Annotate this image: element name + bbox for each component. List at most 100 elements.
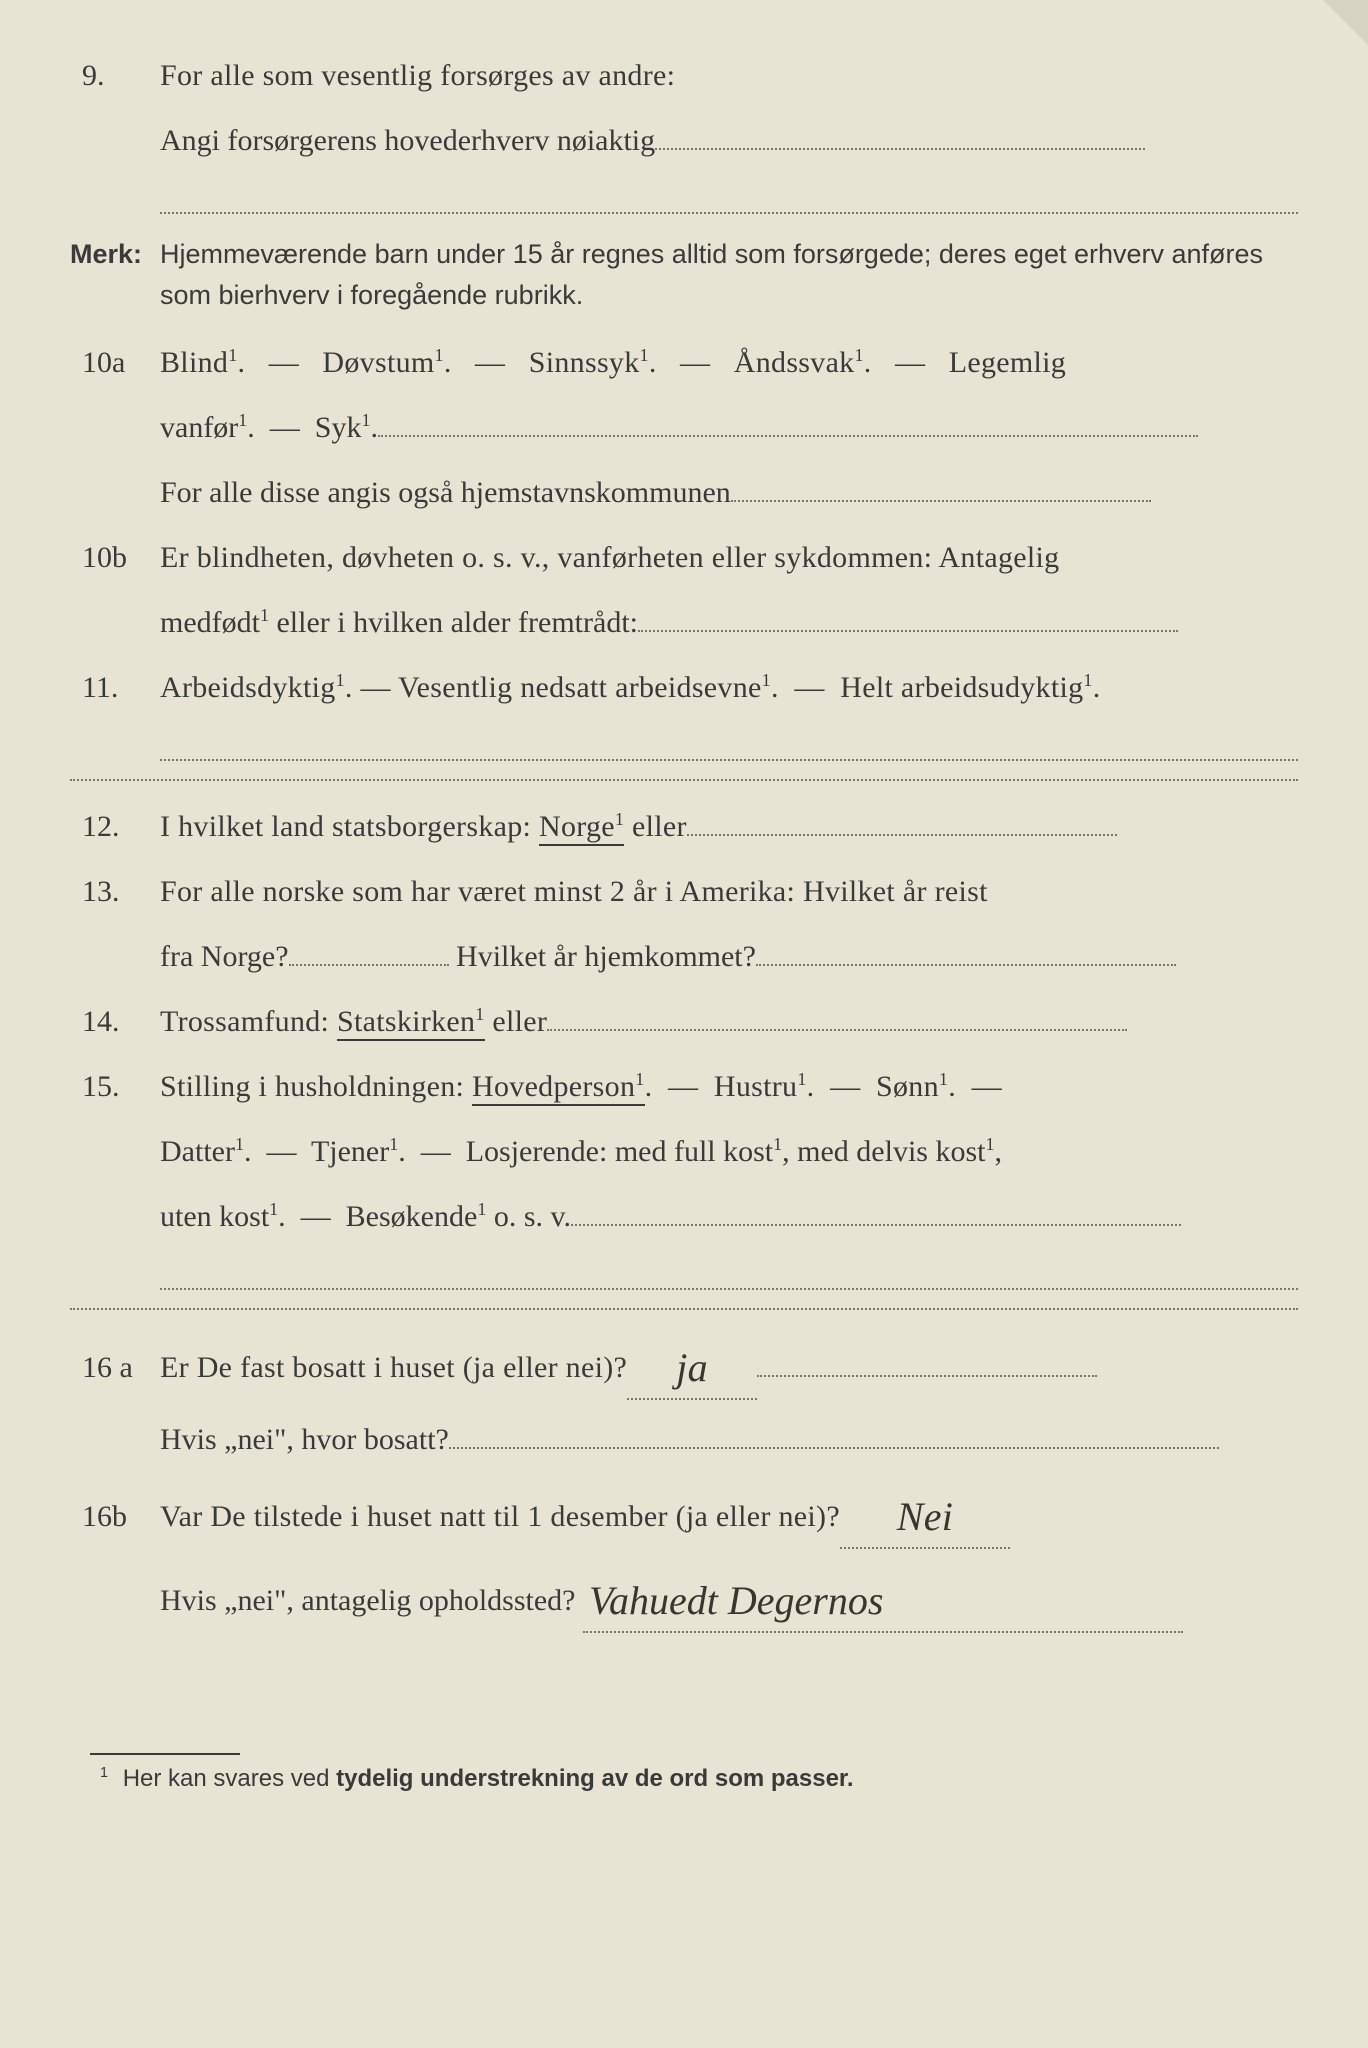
option: Arbeidsdyktig xyxy=(160,671,336,704)
label-text: Stilling i husholdningen: xyxy=(160,1070,472,1103)
question-text: Blind1. — Døvstum1. — Sinnssyk1. — Åndss… xyxy=(160,337,1298,388)
question-16b-line2: Hvis „nei", antagelig opholdssted? Vahue… xyxy=(160,1563,1298,1633)
fill-line xyxy=(449,1447,1219,1449)
question-10a-line2: vanfør1. — Syk1. xyxy=(160,402,1298,453)
footnote-rule xyxy=(90,1753,240,1755)
label-text: fra Norge? xyxy=(160,940,289,973)
fill-line xyxy=(731,500,1151,502)
question-14: 14. Trossamfund: Statskirken1 eller xyxy=(70,996,1298,1047)
question-15-line2: Datter1. — Tjener1. — Losjerende: med fu… xyxy=(160,1126,1298,1177)
fill-line-full xyxy=(160,1256,1298,1290)
fill-line: ja xyxy=(627,1330,757,1400)
question-number: 13. xyxy=(70,866,160,917)
fill-line-full xyxy=(160,180,1298,214)
question-number: 11. xyxy=(70,662,160,713)
section-divider xyxy=(70,779,1298,781)
label-text: eller i hvilken alder fremtrådt: xyxy=(269,606,638,639)
option: Åndssvak xyxy=(734,346,855,379)
option: Blind xyxy=(160,346,228,379)
label-text: o. s. v. xyxy=(486,1200,571,1233)
fill-line xyxy=(289,964,449,966)
fill-line xyxy=(547,1029,1127,1031)
question-number: 16 a xyxy=(70,1342,160,1393)
footnote: 1 Her kan svares ved tydelig understrekn… xyxy=(100,1765,1298,1793)
question-15-line3: uten kost1. — Besøkende1 o. s. v. xyxy=(160,1191,1298,1242)
footnote-bold: tydelig understrekning av de ord som pas… xyxy=(336,1765,854,1792)
label-text: Var De tilstede i huset natt til 1 desem… xyxy=(160,1500,840,1533)
fill-line xyxy=(571,1224,1181,1226)
question-11: 11. Arbeidsdyktig1. — Vesentlig nedsatt … xyxy=(70,662,1298,713)
question-15: 15. Stilling i husholdningen: Hovedperso… xyxy=(70,1061,1298,1112)
question-number: 15. xyxy=(70,1061,160,1112)
underlined-option: Hovedperson1 xyxy=(472,1070,645,1106)
page-corner-fold xyxy=(1323,0,1368,45)
merk-note: Merk: Hjemmeværende barn under 15 år reg… xyxy=(70,232,1298,315)
handwritten-answer: Vahuedt Degernos xyxy=(589,1578,883,1623)
option: vanfør xyxy=(160,411,238,444)
option: medfødt xyxy=(160,606,260,639)
underlined-option: Norge1 xyxy=(539,810,624,846)
label-text: Angi forsørgerens hovederhverv nøiaktig xyxy=(160,124,655,157)
fill-line xyxy=(756,964,1176,966)
question-number: 9. xyxy=(70,50,160,101)
label-text: Hvis „nei", hvor bosatt? xyxy=(160,1423,449,1456)
fill-line: Nei xyxy=(840,1479,1010,1549)
question-12: 12. I hvilket land statsborgerskap: Norg… xyxy=(70,801,1298,852)
question-text: For alle norske som har været minst 2 år… xyxy=(160,866,1298,917)
footnote-marker: 1 xyxy=(100,1765,108,1781)
question-text: Arbeidsdyktig1. — Vesentlig nedsatt arbe… xyxy=(160,662,1298,713)
option: Datter xyxy=(160,1135,235,1168)
option: Helt arbeidsudyktig xyxy=(840,671,1083,704)
question-16a: 16 a Er De fast bosatt i huset (ja eller… xyxy=(70,1330,1298,1400)
question-text: I hvilket land statsborgerskap: Norge1 e… xyxy=(160,801,1298,852)
handwritten-answer: Nei xyxy=(897,1494,953,1539)
merk-text: Hjemmeværende barn under 15 år regnes al… xyxy=(160,234,1298,315)
label-text: I hvilket land statsborgerskap: xyxy=(160,810,539,843)
option: Sønn xyxy=(876,1070,939,1103)
footnote-text: Her kan svares ved xyxy=(123,1765,336,1792)
label-text: Hvis „nei", antagelig opholdssted? xyxy=(160,1584,576,1617)
question-number: 14. xyxy=(70,996,160,1047)
fill-line xyxy=(638,630,1178,632)
question-text: For alle som vesentlig forsørges av andr… xyxy=(160,50,1298,101)
question-number: 16b xyxy=(70,1491,160,1542)
option: Vesentlig nedsatt arbeidsevne xyxy=(398,671,762,704)
option: Hustru xyxy=(714,1070,797,1103)
question-text: Var De tilstede i huset natt til 1 desem… xyxy=(160,1479,1298,1549)
fill-line: Vahuedt Degernos xyxy=(583,1563,1183,1633)
section-divider xyxy=(70,1308,1298,1310)
option: Legemlig xyxy=(949,346,1066,379)
fill-line xyxy=(655,148,1145,150)
label-text: For alle disse angis også hjemstavnskomm… xyxy=(160,476,731,509)
fill-line xyxy=(378,435,1198,437)
question-10a-line3: For alle disse angis også hjemstavnskomm… xyxy=(160,467,1298,518)
question-9-line2: Angi forsørgerens hovederhverv nøiaktig xyxy=(160,115,1298,166)
option: Sinnssyk xyxy=(529,346,640,379)
option: Losjerende: med full kost xyxy=(466,1135,773,1168)
label-text: Er De fast bosatt i huset (ja eller nei)… xyxy=(160,1351,627,1384)
fill-line xyxy=(687,834,1117,836)
label-text: Hvilket år hjemkommet? xyxy=(456,940,756,973)
document-page: 9. For alle som vesentlig forsørges av a… xyxy=(70,50,1298,2008)
label-text: eller xyxy=(485,1005,548,1038)
merk-label: Merk: xyxy=(70,232,160,278)
option: Syk xyxy=(315,411,362,444)
question-13-line2: fra Norge? Hvilket år hjemkommet? xyxy=(160,931,1298,982)
option: uten kost xyxy=(160,1200,269,1233)
option: , med delvis kost xyxy=(782,1135,985,1168)
question-text: Er blindheten, døvheten o. s. v., vanfør… xyxy=(160,532,1298,583)
question-text: Er De fast bosatt i huset (ja eller nei)… xyxy=(160,1330,1298,1400)
question-16b: 16b Var De tilstede i huset natt til 1 d… xyxy=(70,1479,1298,1549)
option: Døvstum xyxy=(322,346,434,379)
option: Besøkende xyxy=(346,1200,478,1233)
question-text: Stilling i husholdningen: Hovedperson1. … xyxy=(160,1061,1298,1112)
question-13: 13. For alle norske som har været minst … xyxy=(70,866,1298,917)
underlined-option: Statskirken1 xyxy=(337,1005,485,1041)
question-number: 10a xyxy=(70,337,160,388)
question-10b-line2: medfødt1 eller i hvilken alder fremtrådt… xyxy=(160,597,1298,648)
question-text: Trossamfund: Statskirken1 eller xyxy=(160,996,1298,1047)
question-number: 12. xyxy=(70,801,160,852)
question-number: 10b xyxy=(70,532,160,583)
fill-line xyxy=(757,1375,1097,1377)
question-10a: 10a Blind1. — Døvstum1. — Sinnssyk1. — Å… xyxy=(70,337,1298,388)
